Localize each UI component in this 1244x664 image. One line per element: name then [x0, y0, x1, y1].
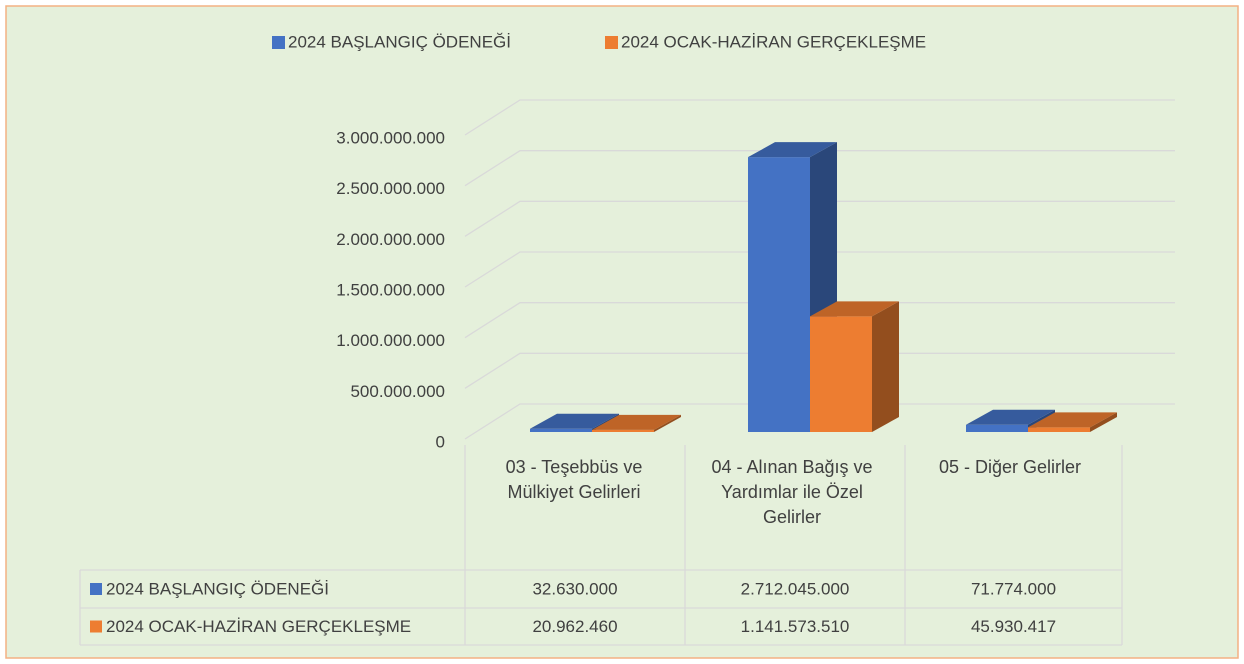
table-cell: 45.930.417 — [971, 617, 1056, 636]
legend-label: 2024 OCAK-HAZİRAN GERÇEKLEŞME — [621, 32, 926, 51]
y-tick-label: 3.000.000.000 — [336, 128, 445, 147]
y-tick-label: 0 — [436, 432, 445, 451]
grid-line — [464, 99, 1175, 136]
y-tick-label: 500.000.000 — [350, 382, 445, 401]
table-cell: 1.141.573.510 — [741, 617, 850, 636]
grid-line — [464, 302, 1175, 339]
bar-top — [1028, 412, 1117, 428]
bar-front — [530, 428, 592, 432]
x-tick-label: 03 - Teşebbüs ve Mülkiyet Gelirleri — [505, 457, 643, 502]
bar-front — [748, 157, 810, 432]
table-cell: 2.712.045.000 — [741, 579, 850, 598]
bar-side — [654, 414, 681, 432]
bar-top — [810, 301, 899, 317]
legend-swatch — [90, 583, 102, 595]
grid-line — [464, 150, 1175, 187]
table-row-label: 2024 BAŞLANGIÇ ÖDENEĞİ — [106, 579, 329, 598]
grid-line — [464, 200, 1175, 237]
bar-top — [966, 409, 1055, 425]
bar-front — [1028, 427, 1090, 432]
grid-line — [464, 251, 1175, 288]
legend-swatch — [605, 36, 618, 49]
bar — [810, 301, 899, 432]
y-tick-label: 2.500.000.000 — [336, 179, 445, 198]
x-tick-label: 04 - Alınan Bağış ve Yardımlar ile Özel … — [711, 457, 873, 527]
bar — [592, 414, 681, 432]
x-tick-label: 05 - Diğer Gelirler — [938, 457, 1082, 477]
bar-front — [592, 429, 654, 432]
y-tick-label: 1.000.000.000 — [336, 331, 445, 350]
bar-top — [530, 413, 619, 429]
bar-top — [592, 414, 681, 430]
legend-label: 2024 BAŞLANGIÇ ÖDENEĞİ — [288, 32, 511, 51]
grid-line — [464, 403, 1175, 440]
table-cell: 20.962.460 — [532, 617, 617, 636]
y-tick-label: 1.500.000.000 — [336, 280, 445, 299]
table-row-label: 2024 OCAK-HAZİRAN GERÇEKLEŞME — [106, 617, 411, 636]
table-cell: 71.774.000 — [971, 579, 1056, 598]
bar — [1028, 412, 1117, 432]
grid-line — [464, 352, 1175, 389]
bar-side — [872, 301, 899, 432]
bar-top — [748, 142, 837, 158]
bar-front — [966, 424, 1028, 432]
legend-swatch — [90, 620, 102, 633]
y-tick-label: 2.000.000.000 — [336, 230, 445, 249]
bar-side — [1090, 412, 1117, 432]
bar-front — [810, 316, 872, 432]
table-cell: 32.630.000 — [532, 579, 617, 598]
chart-area — [5, 5, 1239, 659]
legend-swatch — [272, 36, 285, 49]
